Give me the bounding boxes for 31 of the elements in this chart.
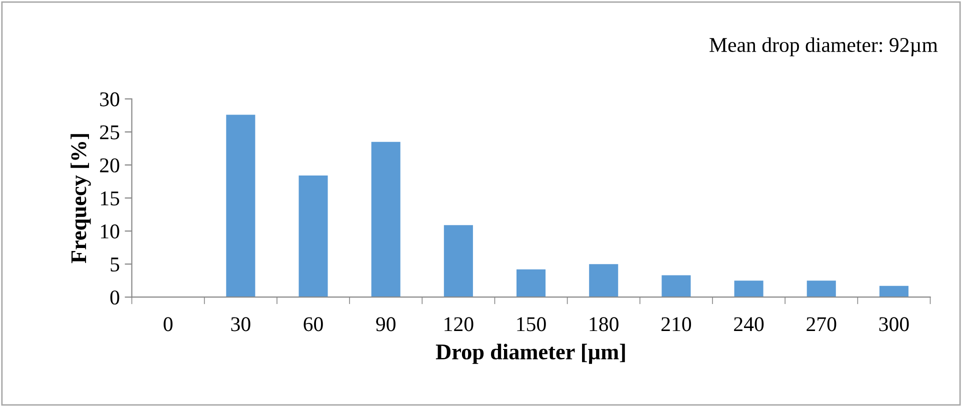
- bar: [662, 275, 691, 298]
- x-tick-label: 30: [231, 317, 250, 332]
- x-tick-label: 120: [444, 317, 474, 332]
- y-tick-label: 25: [100, 125, 120, 140]
- bar: [806, 280, 836, 298]
- y-tick-label: 5: [110, 258, 120, 272]
- bar: [226, 114, 256, 298]
- x-tick-label: 270: [806, 317, 836, 332]
- x-tick-label: 210: [661, 317, 692, 332]
- bar: [298, 176, 328, 298]
- bar: [589, 264, 618, 298]
- bar: [371, 142, 400, 298]
- bar: [734, 280, 764, 298]
- x-tick-label: 60: [304, 317, 323, 332]
- bar: [879, 286, 908, 298]
- y-tick-label: 0: [110, 290, 120, 305]
- y-tick-label: 30: [100, 92, 120, 106]
- x-tick-label: 240: [734, 317, 764, 332]
- y-tick-label: 15: [100, 191, 120, 206]
- x-tick-label: 0: [164, 317, 172, 332]
- y-axis-title: Frequecy [%]: [70, 134, 91, 264]
- y-tick-label: 20: [100, 158, 120, 172]
- y-tick-label: 10: [100, 224, 120, 238]
- x-tick-label: 90: [376, 317, 396, 332]
- x-tick-label: 150: [517, 317, 546, 332]
- x-tick-label: 180: [590, 317, 618, 332]
- bar: [444, 225, 473, 298]
- x-tick-label: 300: [879, 317, 909, 332]
- x-axis-title: Drop diameter [µm]: [436, 344, 625, 364]
- bar: [516, 269, 546, 298]
- text: Mean drop diameter: 92µm: [710, 37, 938, 56]
